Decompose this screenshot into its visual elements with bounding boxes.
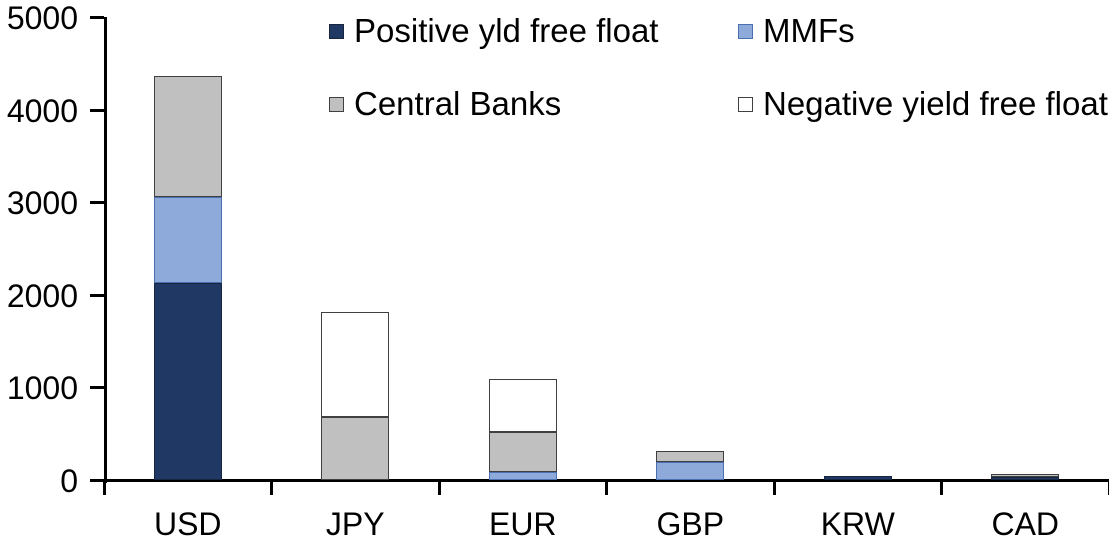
y-tick-label: 0	[60, 463, 78, 499]
legend-swatch-icon	[329, 23, 344, 39]
bar-segment-gbp-mmfs	[656, 461, 725, 480]
bar-segment-eur-central-banks	[488, 431, 557, 472]
legend-item-positive-yld-free-float: Positive yld free float	[329, 12, 658, 50]
y-tick-label: 2000	[6, 277, 78, 314]
legend-label: Negative yield free float	[763, 85, 1108, 122]
bar-segment-jpy-central-banks	[321, 417, 390, 480]
bar-segment-usd-mmfs	[153, 196, 222, 283]
y-axis-tick	[90, 16, 104, 19]
y-axis-tick	[90, 386, 104, 390]
y-axis	[104, 17, 107, 483]
x-axis-tick	[605, 479, 608, 495]
y-tick-label: 3000	[6, 185, 78, 222]
legend-swatch-icon	[738, 96, 753, 112]
x-axis-tick	[270, 479, 273, 495]
legend-swatch-icon	[329, 96, 344, 112]
x-axis-tick	[940, 479, 943, 495]
y-tick-label: 1000	[6, 370, 78, 407]
legend-item-mmfs: MMFs	[738, 12, 855, 50]
x-tick-label-eur: EUR	[488, 506, 557, 542]
bar-segment-usd-positive-yld-free-float	[153, 282, 222, 480]
x-tick-label-usd: USD	[153, 506, 222, 542]
legend-label: Positive yld free float	[354, 12, 659, 49]
y-axis-tick	[90, 108, 104, 112]
bar-segment-eur-negative-yield-free-float	[488, 379, 557, 432]
bar-segment-usd-central-banks	[153, 76, 222, 197]
legend-swatch-icon	[738, 23, 753, 39]
y-axis-tick	[90, 201, 104, 205]
x-axis-tick	[437, 479, 441, 495]
bar-segment-cad-positive-yld-free-float	[991, 476, 1060, 480]
bar-segment-cad-central-banks	[991, 474, 1060, 477]
x-tick-label-gbp: GBP	[656, 506, 725, 542]
legend-label: Central Banks	[354, 85, 562, 122]
bar-segment-gbp-central-banks	[656, 450, 725, 462]
x-tick-label-jpy: JPY	[325, 506, 385, 542]
legend-label: MMFs	[763, 12, 855, 49]
legend-item-central-banks: Central Banks	[329, 85, 561, 123]
bar-segment-jpy-negative-yield-free-float	[321, 312, 390, 418]
x-tick-label-cad: CAD	[991, 506, 1060, 542]
y-axis-tick	[90, 293, 104, 297]
y-axis-tick	[90, 479, 104, 482]
x-axis-tick	[1107, 479, 1109, 495]
y-tick-label: 5000	[6, 0, 78, 36]
legend-item-negative-yield-free-float: Negative yield free float	[738, 85, 1108, 123]
y-tick-label: 4000	[6, 92, 78, 129]
bar-segment-krw-positive-yld-free-float	[823, 476, 892, 480]
x-axis-tick	[772, 479, 776, 495]
x-axis-tick	[102, 479, 106, 495]
x-tick-label-krw: KRW	[820, 506, 895, 542]
bar-segment-eur-mmfs	[488, 471, 557, 480]
